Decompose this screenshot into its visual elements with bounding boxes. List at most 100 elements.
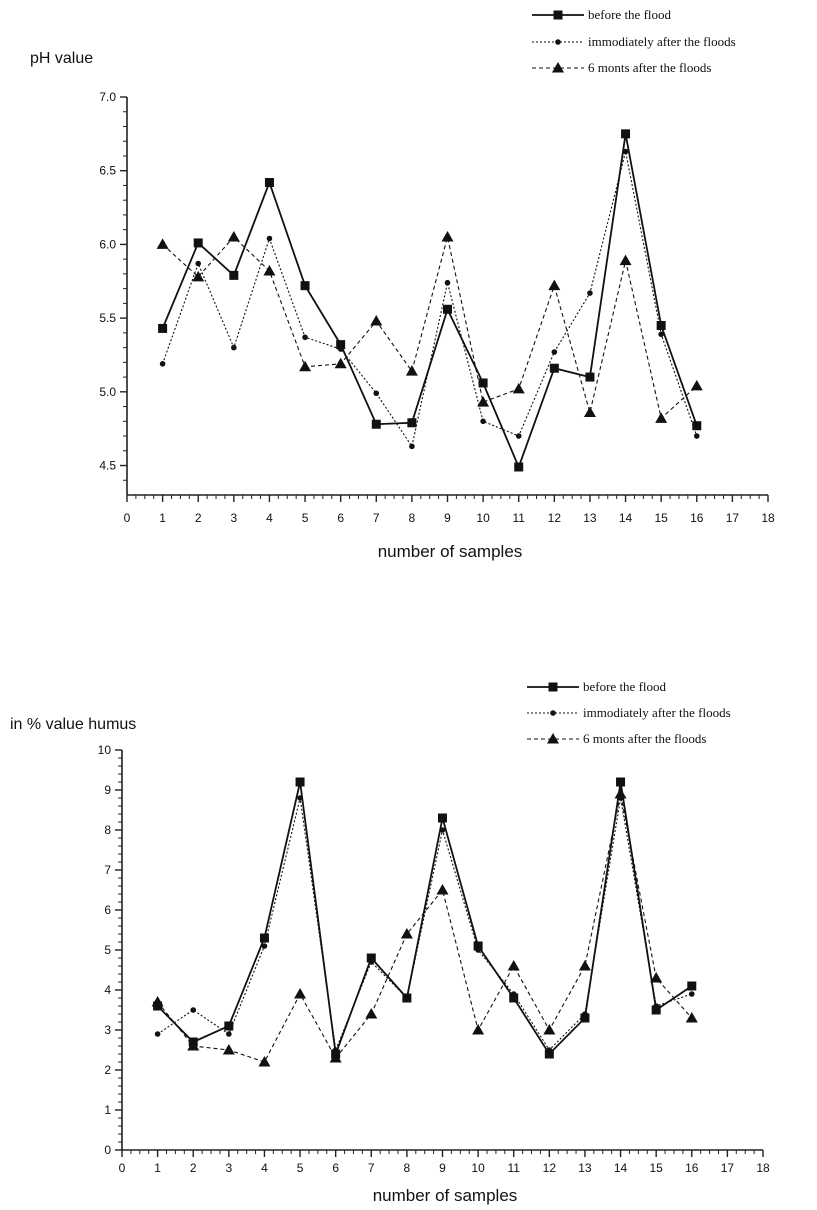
square-marker	[295, 777, 305, 787]
dot-marker	[444, 279, 451, 286]
ph-axes: 4.55.05.56.06.57.00 1 2 3 4 5 6 7 8 9 10 11 12 13 14 15…	[99, 90, 775, 525]
x-tick-label: 11	[507, 1161, 520, 1175]
y-tick-label: 6.5	[99, 164, 116, 178]
dot-marker	[475, 947, 481, 953]
y-tick-label: 5	[104, 943, 111, 957]
dot-marker	[266, 235, 273, 242]
triangle-marker	[227, 231, 240, 242]
square-marker	[193, 238, 203, 248]
triangle-marker	[400, 928, 413, 939]
square-marker	[478, 378, 488, 388]
dot-marker	[582, 1011, 588, 1017]
series-dot	[159, 148, 700, 450]
triangle-marker	[619, 254, 632, 266]
x-tick-label: 10	[471, 1161, 485, 1175]
x-tick-label: 9	[439, 1161, 446, 1175]
dot-marker	[261, 943, 268, 949]
triangle-marker	[441, 231, 454, 242]
legend-swatch-square	[532, 10, 584, 20]
square-marker	[656, 320, 666, 330]
triangle-marker	[548, 279, 561, 291]
x-tick-label: 8	[404, 1161, 411, 1175]
dot-marker	[154, 1031, 161, 1037]
triangle-marker	[614, 788, 627, 799]
humus-y-axis-label: in % value humus	[10, 716, 136, 733]
series-dot	[154, 795, 695, 1053]
x-tick-label: 7	[373, 511, 380, 525]
triangle-marker	[650, 972, 663, 983]
legend-swatch-dot	[532, 39, 584, 45]
dot-marker	[409, 443, 415, 450]
x-tick-label: 13	[583, 511, 597, 525]
square-marker	[371, 419, 381, 429]
humus-legend: before the flood immodiately after the f…	[527, 679, 731, 746]
triangle-marker	[258, 1056, 271, 1067]
legend-square-marker	[548, 682, 558, 692]
ph-legend-item-6-months-after: 6 monts after the floods	[532, 60, 711, 75]
x-tick-label: 14	[614, 1161, 628, 1175]
series-line	[157, 793, 693, 1063]
x-tick-label: 3	[225, 1161, 232, 1175]
humus-series-layer	[151, 777, 698, 1067]
legend-label: 6 monts after the floods	[583, 731, 706, 746]
y-tick-label: 1	[104, 1103, 111, 1117]
dot-marker	[653, 1003, 659, 1009]
series-line	[162, 236, 698, 420]
dot-marker	[439, 827, 446, 833]
x-tick-label: 18	[756, 1161, 770, 1175]
x-tick-label: 17	[721, 1161, 735, 1175]
y-tick-label: 4.5	[99, 459, 116, 473]
legend-square-marker	[553, 10, 563, 20]
x-tick-label: 5	[297, 1161, 304, 1175]
legend-label: immodiately after the floods	[588, 34, 736, 49]
square-marker	[407, 418, 417, 428]
dot-marker	[510, 991, 517, 997]
y-tick-label: 6.0	[99, 237, 116, 251]
dot-marker	[480, 418, 486, 425]
square-marker	[158, 323, 168, 333]
dot-marker	[658, 331, 664, 338]
ph-series-layer	[156, 129, 703, 472]
legend-swatch-triangle	[532, 62, 584, 73]
triangle-marker	[187, 1040, 200, 1051]
triangle-marker	[655, 412, 668, 423]
square-marker	[224, 1021, 234, 1031]
dot-marker	[551, 349, 558, 355]
x-tick-label: 4	[266, 511, 273, 525]
x-tick-label: 12	[548, 511, 562, 525]
ph-chart: pH value number of samples 4.5 5.0 5.5 6.0 6…	[30, 7, 775, 561]
triangle-marker	[263, 264, 276, 276]
square-marker	[264, 177, 274, 187]
series-square	[158, 129, 702, 472]
humus-chart: in % value humus number of samples 01234…	[10, 679, 770, 1205]
dot-marker	[195, 260, 202, 267]
dot-marker	[190, 1007, 197, 1013]
x-tick-label: 2	[195, 511, 202, 525]
humus-legend-item-6-months-after: 6 monts after the floods	[527, 731, 706, 746]
triangle-marker	[370, 315, 383, 326]
dot-marker	[297, 795, 303, 801]
y-tick-label: 4	[104, 983, 111, 997]
dot-marker	[373, 390, 380, 397]
dot-marker	[404, 995, 410, 1001]
legend-swatch-triangle	[527, 733, 579, 744]
y-tick-label: 10	[98, 743, 112, 757]
square-marker	[259, 933, 269, 943]
x-tick-label: 14	[619, 511, 633, 525]
x-tick-label: 7	[368, 1161, 375, 1175]
triangle-marker	[294, 988, 307, 999]
x-tick-label: 1	[154, 1161, 161, 1175]
square-marker	[580, 1013, 590, 1023]
triangle-marker	[365, 1008, 378, 1019]
triangle-marker	[222, 1044, 235, 1055]
legend-label: immodiately after the floods	[583, 705, 731, 720]
x-tick-label: 18	[761, 511, 775, 525]
ph-legend: before the flood immodiately after the f…	[532, 7, 736, 75]
square-marker	[692, 421, 702, 431]
dot-marker	[332, 1047, 339, 1053]
y-tick-label: 0	[104, 1143, 111, 1157]
y-tick-label: 8	[104, 823, 111, 837]
square-marker	[549, 363, 559, 373]
series-triangle	[151, 788, 698, 1067]
